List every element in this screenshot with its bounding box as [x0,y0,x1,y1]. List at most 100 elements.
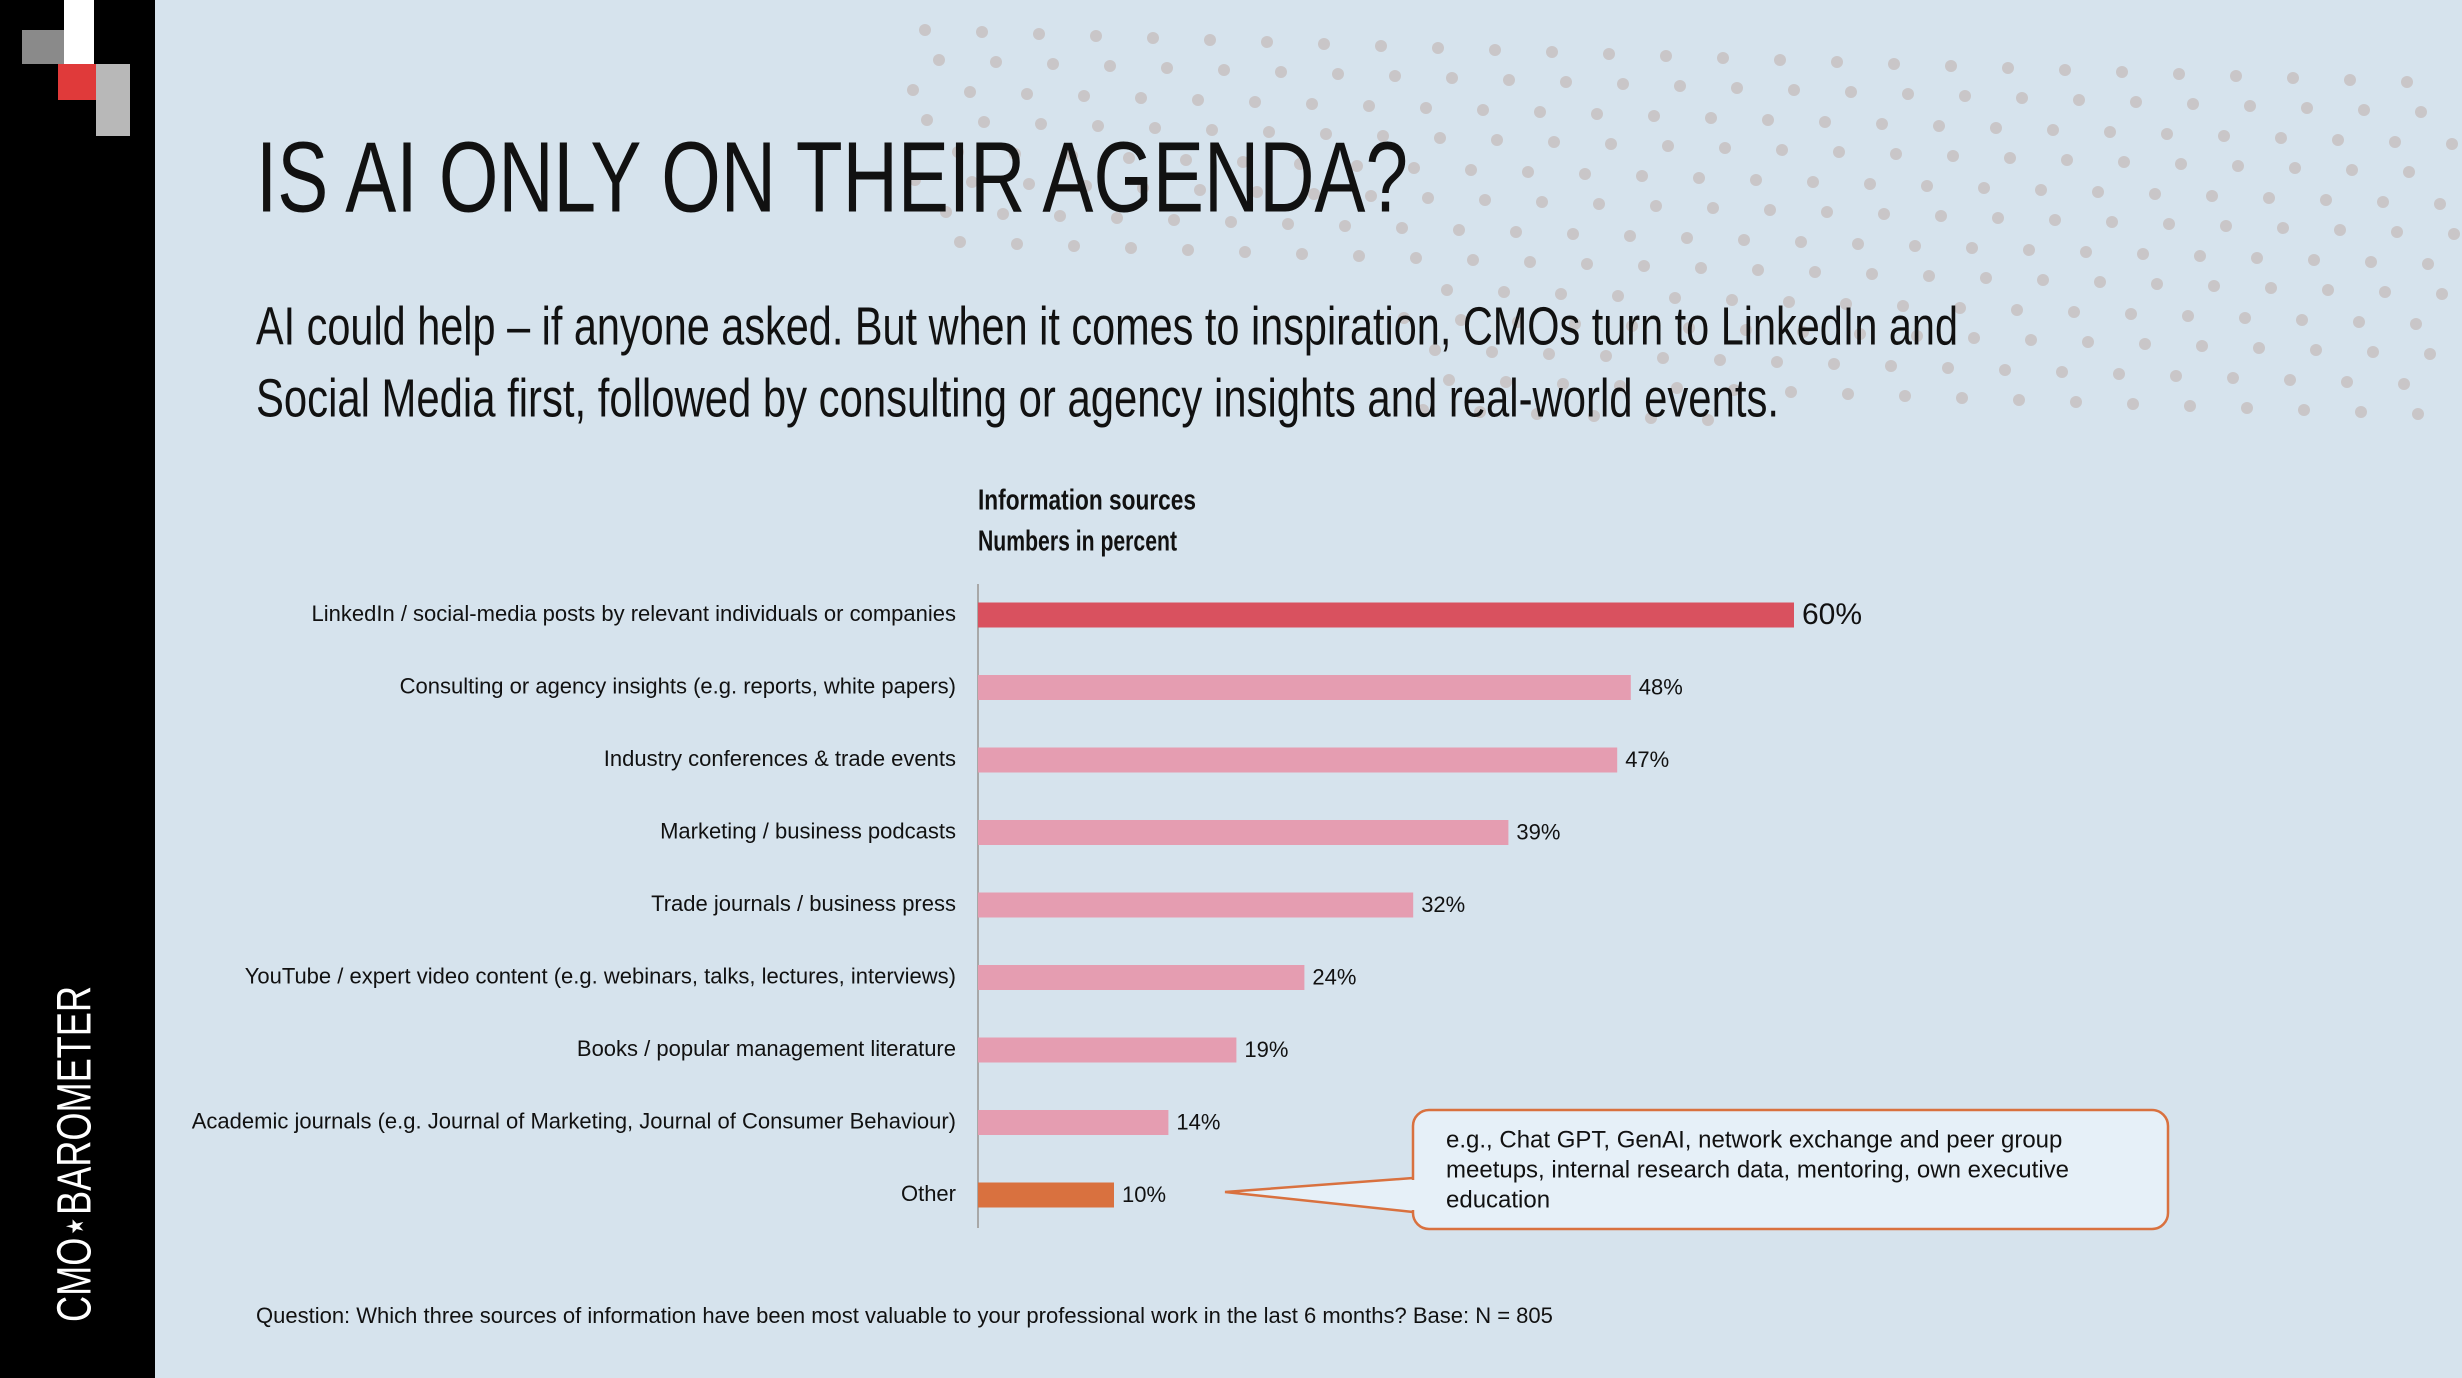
dot [2422,258,2434,270]
dot [2265,282,2277,294]
dot [1104,60,1116,72]
dot [2068,306,2080,318]
dot [1147,32,1159,44]
dot [2092,186,2104,198]
dot [1524,256,1536,268]
dot-pattern [907,24,2460,426]
dot [1543,348,1555,360]
dot [1923,270,1935,282]
dot [2037,274,2049,286]
dot [1831,56,1843,68]
dot [1522,166,1534,178]
dot [1909,240,1921,252]
dot [2002,62,2014,74]
dot [1671,382,1683,394]
dot [1935,210,1947,222]
dot [2125,308,2137,320]
dot [1429,344,1441,356]
bar [978,602,1794,628]
dot [1441,284,1453,296]
dot [1035,118,1047,130]
dot [2332,134,2344,146]
dot [1332,68,1344,80]
dot [1888,58,1900,70]
dot [1218,64,1230,76]
dot [2035,184,2047,196]
title: IS AI ONLY ON THEIR AGENDA? [256,121,1408,233]
dot [1536,196,1548,208]
dot [1180,154,1192,166]
dot [919,24,931,36]
dot [1009,148,1021,160]
dot [1225,216,1237,228]
dot [1695,262,1707,274]
dot [2289,162,2301,174]
dot [1809,266,1821,278]
dot [1363,100,1375,112]
dot [2410,318,2422,330]
dot [1771,356,1783,368]
dot [1956,392,1968,404]
value-label: 47% [1625,747,1669,772]
dot [1954,302,1966,314]
value-label: 39% [1516,819,1560,844]
dot [1638,260,1650,272]
dot [1443,374,1455,386]
dot [1282,218,1294,230]
dot [1137,182,1149,194]
dot [1125,242,1137,254]
dot [2056,366,2068,378]
dot [1567,228,1579,240]
dot [1194,184,1206,196]
dot [2061,154,2073,166]
dot [2118,156,2130,168]
dot [921,114,933,126]
bar [978,1037,1237,1063]
value-label: 48% [1639,674,1683,699]
dot [2241,402,2253,414]
dot [1840,298,1852,310]
dot [1600,350,1612,362]
dot [2023,244,2035,256]
dot [2346,164,2358,176]
callout-box [1411,1108,2170,1231]
annotation: education [1446,1186,1550,1213]
category-label: YouTube / expert video content (e.g. web… [245,963,956,988]
dot [1546,46,1558,58]
dot [2151,278,2163,290]
dot [1011,238,1023,250]
dot [2308,254,2320,266]
dot [1866,268,1878,280]
dot [2104,126,2116,138]
callout: e.g., Chat GPT, GenAI, network exchange … [1224,1108,2170,1231]
dot [1740,324,1752,336]
dot [1453,224,1465,236]
dot [976,26,988,38]
dot [2073,94,2085,106]
dot [1353,250,1365,262]
dot [1762,114,1774,126]
dot [2220,220,2232,232]
dot [2403,166,2415,178]
dot [1726,294,1738,306]
dot [1795,236,1807,248]
dot [1978,182,1990,194]
dot [1605,138,1617,150]
dot [1636,170,1648,182]
dot [1764,204,1776,216]
dot [1560,76,1572,88]
value-label: 32% [1421,892,1465,917]
dot [2173,68,2185,80]
dot [1308,188,1320,200]
category-label: Other [901,1181,956,1206]
dot [1249,96,1261,108]
dot [2377,196,2389,208]
dot [2446,138,2458,150]
dot [2227,372,2239,384]
logo-square [22,30,64,64]
dot [1990,122,2002,134]
dot [1339,220,1351,232]
callout-pointer [1224,1176,1414,1214]
dot [1410,252,1422,264]
